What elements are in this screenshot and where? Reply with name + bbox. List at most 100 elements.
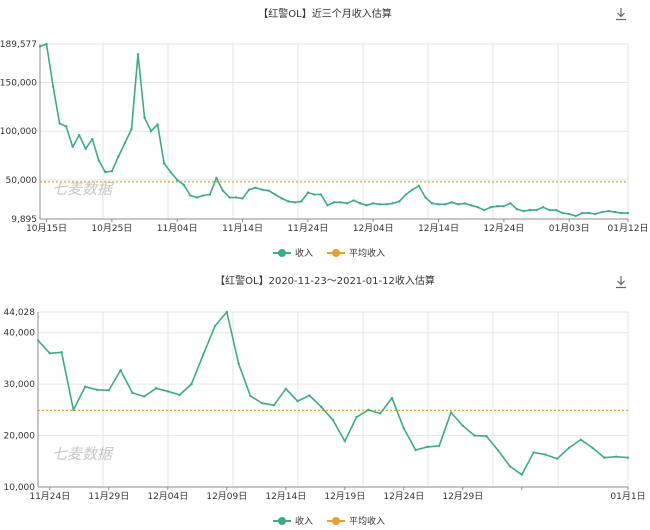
income-point[interactable] xyxy=(107,389,111,392)
income-point[interactable] xyxy=(48,352,51,355)
income-point[interactable] xyxy=(71,145,74,149)
income-point[interactable] xyxy=(476,206,479,209)
income-point[interactable] xyxy=(607,209,610,213)
income-point[interactable] xyxy=(358,202,362,205)
income-point[interactable] xyxy=(548,208,551,212)
income-point[interactable] xyxy=(154,387,158,390)
download-icon[interactable] xyxy=(616,8,626,21)
income-point[interactable] xyxy=(189,194,192,197)
income-point[interactable] xyxy=(331,418,335,422)
income-point[interactable] xyxy=(190,382,193,386)
income-point[interactable] xyxy=(587,211,590,215)
income-point[interactable] xyxy=(470,204,473,207)
income-point[interactable] xyxy=(489,206,492,209)
income-point[interactable] xyxy=(544,453,547,456)
income-point[interactable] xyxy=(306,191,310,194)
income-point[interactable] xyxy=(502,205,506,208)
income-point[interactable] xyxy=(119,369,122,372)
income-point[interactable] xyxy=(143,395,146,398)
income-point[interactable] xyxy=(463,202,466,205)
legend-item-average[interactable]: 平均收入 xyxy=(327,515,385,527)
income-point[interactable] xyxy=(319,193,323,196)
income-point[interactable] xyxy=(202,194,205,197)
income-point[interactable] xyxy=(615,455,618,458)
income-point[interactable] xyxy=(130,128,133,131)
income-point[interactable] xyxy=(117,155,120,158)
income-point[interactable] xyxy=(379,412,382,415)
income-point[interactable] xyxy=(182,183,185,187)
income-point[interactable] xyxy=(398,200,401,203)
income-point[interactable] xyxy=(594,212,597,216)
income-point[interactable] xyxy=(36,339,40,342)
income-point[interactable] xyxy=(332,201,336,204)
income-point[interactable] xyxy=(247,188,251,191)
income-point[interactable] xyxy=(213,324,217,328)
income-point[interactable] xyxy=(274,193,277,196)
income-point[interactable] xyxy=(532,451,535,454)
legend-item-average[interactable]: 平均收入 xyxy=(327,247,385,259)
income-point[interactable] xyxy=(195,196,198,199)
download-icon[interactable] xyxy=(616,276,626,289)
income-point[interactable] xyxy=(554,208,558,212)
income-point[interactable] xyxy=(591,446,594,450)
income-point[interactable] xyxy=(261,401,264,405)
income-point[interactable] xyxy=(249,394,252,398)
income-point[interactable] xyxy=(64,125,68,128)
income-point[interactable] xyxy=(45,42,48,46)
income-point[interactable] xyxy=(496,205,499,208)
income-point[interactable] xyxy=(343,440,346,443)
income-point[interactable] xyxy=(267,189,270,192)
income-point[interactable] xyxy=(254,186,257,189)
income-point[interactable] xyxy=(84,147,87,150)
income-point[interactable] xyxy=(308,394,311,397)
legend-item-income[interactable]: 收入 xyxy=(273,515,313,527)
income-point[interactable] xyxy=(535,208,538,212)
income-point[interactable] xyxy=(497,449,500,452)
income-point[interactable] xyxy=(522,209,525,213)
income-point[interactable] xyxy=(241,197,244,200)
income-point[interactable] xyxy=(579,438,582,441)
income-point[interactable] xyxy=(626,211,630,215)
income-point[interactable] xyxy=(372,202,375,205)
income-point[interactable] xyxy=(123,141,127,145)
income-point[interactable] xyxy=(367,408,370,412)
income-point[interactable] xyxy=(515,207,519,211)
income-point[interactable] xyxy=(169,170,172,174)
income-point[interactable] xyxy=(620,211,623,215)
income-point[interactable] xyxy=(234,196,238,199)
income-point[interactable] xyxy=(78,133,81,137)
income-point[interactable] xyxy=(72,408,75,412)
income-point[interactable] xyxy=(296,399,299,403)
income-point[interactable] xyxy=(430,202,434,205)
income-point[interactable] xyxy=(556,457,559,460)
income-point[interactable] xyxy=(402,427,405,430)
income-point[interactable] xyxy=(567,446,571,450)
income-point[interactable] xyxy=(438,444,441,448)
income-point[interactable] xyxy=(60,351,63,354)
income-point[interactable] xyxy=(365,204,368,207)
income-point[interactable] xyxy=(280,197,283,200)
income-point[interactable] xyxy=(568,212,571,216)
income-point[interactable] xyxy=(91,137,94,141)
income-point[interactable] xyxy=(378,203,381,206)
income-point[interactable] xyxy=(561,211,564,215)
income-point[interactable] xyxy=(600,210,604,214)
income-point[interactable] xyxy=(166,390,169,393)
income-point[interactable] xyxy=(424,196,427,199)
income-point[interactable] xyxy=(528,208,532,212)
income-point[interactable] xyxy=(284,387,287,390)
income-point[interactable] xyxy=(149,130,153,133)
income-point[interactable] xyxy=(450,201,453,204)
income-point[interactable] xyxy=(162,162,166,165)
income-point[interactable] xyxy=(237,362,240,365)
income-point[interactable] xyxy=(326,204,329,207)
income-point[interactable] xyxy=(520,473,523,476)
income-point[interactable] xyxy=(136,53,140,56)
income-point[interactable] xyxy=(215,176,218,180)
income-point[interactable] xyxy=(437,203,440,206)
income-point[interactable] xyxy=(449,411,453,414)
income-point[interactable] xyxy=(228,196,231,199)
income-point[interactable] xyxy=(178,393,181,397)
income-point[interactable] xyxy=(391,202,394,205)
income-point[interactable] xyxy=(426,445,429,449)
